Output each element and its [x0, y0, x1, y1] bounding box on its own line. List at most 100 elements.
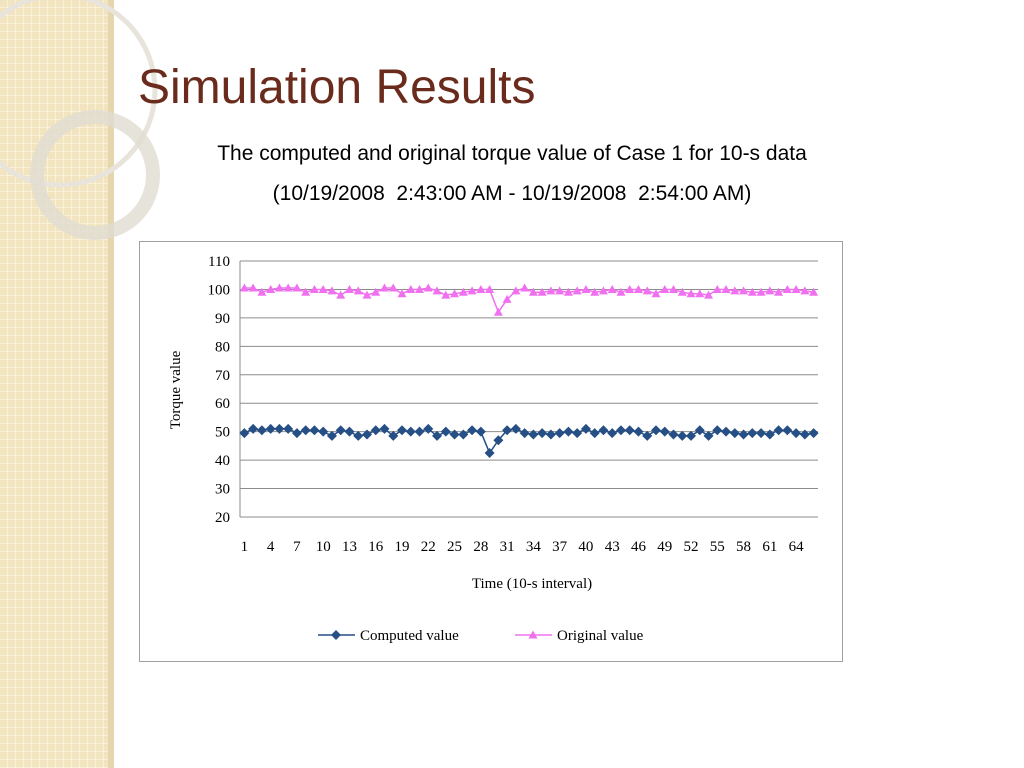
- y-tick-label: 40: [215, 453, 230, 469]
- data-point: [554, 428, 565, 439]
- data-point: [300, 425, 311, 436]
- legend-marker: [528, 630, 538, 639]
- data-point: [729, 428, 740, 439]
- data-point: [266, 284, 276, 293]
- data-point: [545, 429, 556, 440]
- data-point: [283, 423, 294, 434]
- data-point: [423, 283, 433, 292]
- data-point: [476, 284, 486, 293]
- data-point: [589, 428, 600, 439]
- data-point: [581, 284, 591, 293]
- data-point: [388, 430, 399, 441]
- deco-circle: [30, 110, 160, 240]
- data-point: [344, 426, 355, 437]
- data-point: [485, 284, 495, 293]
- data-point: [318, 426, 329, 437]
- data-point: [625, 284, 635, 293]
- data-point: [326, 430, 337, 441]
- data-point: [432, 286, 442, 295]
- data-point: [703, 430, 714, 441]
- slide-title: Simulation Results: [138, 61, 536, 114]
- data-point: [808, 428, 819, 439]
- data-point: [572, 428, 583, 439]
- x-tick-label: 40: [578, 539, 593, 555]
- data-point: [361, 429, 372, 440]
- data-point: [336, 290, 346, 299]
- data-point: [712, 425, 723, 436]
- data-point: [432, 430, 443, 441]
- data-point: [590, 287, 600, 296]
- data-point: [511, 286, 521, 295]
- x-tick-label: 43: [605, 539, 620, 555]
- data-point: [791, 428, 802, 439]
- data-point: [800, 286, 810, 295]
- data-point: [405, 426, 416, 437]
- data-point: [484, 448, 495, 458]
- data-point: [738, 429, 749, 440]
- y-tick-label: 60: [215, 396, 230, 412]
- x-tick-label: 1: [241, 539, 249, 555]
- data-point: [694, 425, 705, 436]
- y-tick-label: 80: [215, 339, 230, 355]
- data-point: [580, 423, 591, 434]
- legend-marker: [331, 630, 341, 640]
- data-point: [756, 287, 766, 296]
- data-point: [415, 284, 425, 293]
- data-point: [791, 284, 801, 293]
- y-axis-title: Torque value: [168, 350, 184, 429]
- data-point: [344, 284, 354, 293]
- data-point: [537, 287, 547, 296]
- data-point: [274, 423, 285, 434]
- x-tick-label: 61: [762, 539, 777, 555]
- data-point: [563, 426, 574, 437]
- data-point: [248, 283, 258, 292]
- data-point: [380, 283, 389, 292]
- data-point: [650, 425, 661, 436]
- data-point: [686, 289, 696, 298]
- data-point: [782, 284, 792, 293]
- y-tick-label: 50: [215, 425, 230, 441]
- data-point: [774, 287, 784, 296]
- data-point: [510, 423, 521, 434]
- data-point: [318, 284, 328, 293]
- data-point: [747, 287, 757, 296]
- data-point: [406, 284, 416, 293]
- data-point: [669, 284, 678, 293]
- plot: 20 30 40 50 60 70 80 90 100 110 1 4 7 10 13 16 19 22 25 28 3…: [208, 254, 819, 644]
- data-point: [677, 430, 688, 441]
- data-point: [607, 428, 618, 439]
- data-point: [283, 283, 293, 292]
- data-point: [528, 429, 539, 440]
- data-point: [782, 425, 793, 436]
- data-point: [668, 429, 679, 440]
- data-point: [370, 425, 381, 436]
- data-point: [256, 425, 267, 436]
- data-point: [799, 429, 810, 440]
- data-point: [291, 428, 302, 439]
- x-tick-label: 64: [789, 539, 805, 555]
- data-point: [450, 289, 460, 298]
- x-tick-label: 52: [684, 539, 699, 555]
- data-point: [730, 286, 740, 295]
- data-point: [633, 426, 644, 437]
- data-point: [493, 307, 503, 316]
- data-point: [624, 425, 635, 436]
- data-point: [659, 426, 670, 437]
- y-tick-label: 110: [208, 254, 230, 270]
- y-tick-label: 90: [215, 311, 230, 327]
- data-point: [747, 428, 758, 439]
- y-tick-label: 100: [208, 282, 231, 298]
- x-tick-label: 55: [710, 539, 725, 555]
- data-point: [371, 287, 381, 296]
- x-tick-label: 22: [421, 539, 436, 555]
- data-point: [739, 286, 749, 295]
- data-point: [616, 287, 626, 296]
- data-point: [651, 289, 661, 298]
- data-point: [239, 428, 250, 439]
- data-point: [633, 284, 643, 293]
- data-point: [721, 426, 732, 437]
- data-point: [598, 425, 609, 436]
- data-point: [607, 284, 617, 293]
- data-point: [493, 435, 504, 446]
